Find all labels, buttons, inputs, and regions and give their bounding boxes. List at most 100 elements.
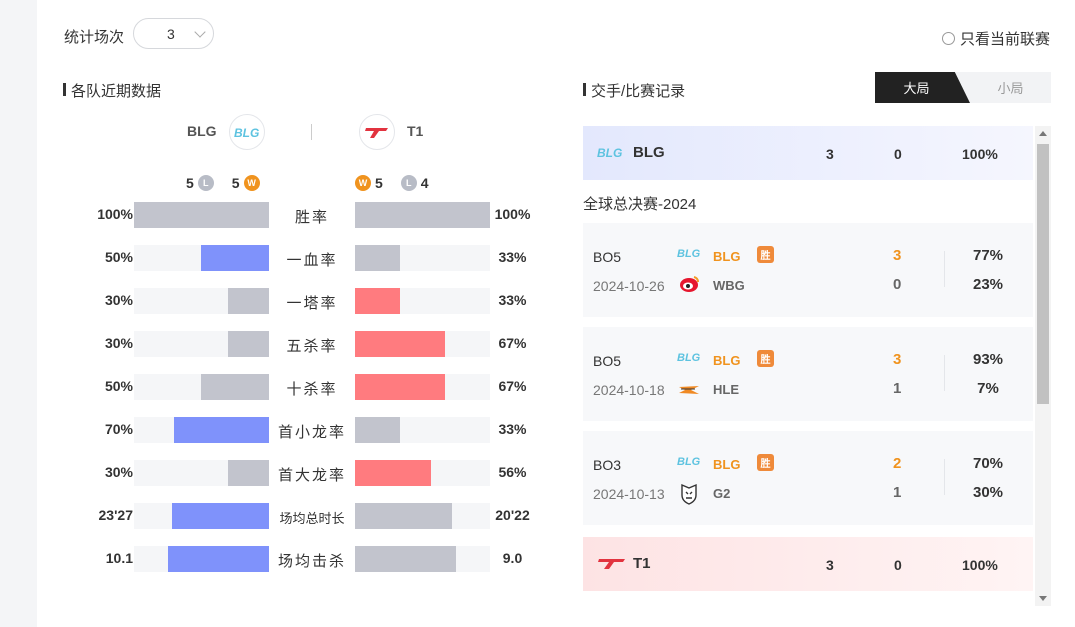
only-current-league-toggle[interactable]: 只看当前联赛 <box>941 28 1050 49</box>
team-b-stat-value: 33% <box>498 421 527 437</box>
left-section-title: 各队近期数据 <box>63 80 161 101</box>
team-b-bar-track <box>355 374 490 400</box>
team-a-bar-track <box>134 288 269 314</box>
match-card[interactable]: BO3 2024-10-13 BLG BLG G2 胜 2 1 70% 30% <box>583 431 1033 525</box>
loss-badge-icon: L <box>400 175 417 191</box>
team-b-bar-track <box>355 202 490 228</box>
team-a-bar-track <box>134 417 269 443</box>
stat-label: 首小龙率 <box>277 424 346 441</box>
team-b-stat-value: 56% <box>498 464 527 480</box>
tab-big[interactable]: 大局 <box>875 72 970 103</box>
team-a-bar <box>201 374 269 400</box>
team-b-name: T1 <box>407 123 424 139</box>
stat-row: 30% 首大龙率 56% <box>85 460 535 486</box>
svg-text:BLG: BLG <box>234 126 259 139</box>
stat-row: 100% 胜率 100% <box>85 202 535 228</box>
t1-logo-icon <box>359 114 395 150</box>
game-tabs: 大局 小局 <box>875 72 1051 103</box>
tab-small[interactable]: 小局 <box>997 81 1024 96</box>
team-b-bar-track <box>355 546 490 572</box>
loss-badge-icon: L <box>197 175 214 191</box>
match-pct2: 30% <box>972 484 1004 501</box>
team-b-bar <box>355 245 400 271</box>
blg-logo-icon: BLG <box>677 349 703 368</box>
stat-row: 50% 一血率 33% <box>85 245 535 271</box>
vs-divider <box>311 124 312 140</box>
match-pct1: 70% <box>972 455 1004 472</box>
team-b-wins: 5 <box>375 175 383 191</box>
stat-label: 胜率 <box>294 209 329 226</box>
stat-label: 场均总时长 <box>279 511 345 526</box>
team-a-losses: 5 <box>186 175 194 191</box>
scroll-down-icon[interactable] <box>1039 596 1047 601</box>
team-b-stat-value: 67% <box>498 335 527 351</box>
team-a-name: BLG <box>187 123 217 139</box>
blg-band-name: BLG <box>633 144 665 161</box>
team-a-bar <box>201 245 269 271</box>
stat-label: 五杀率 <box>286 338 338 355</box>
team-a-stat-value: 30% <box>104 292 133 308</box>
team-b-bar <box>355 331 445 357</box>
wbg-logo-icon <box>677 274 701 303</box>
hle-logo-icon <box>677 378 701 407</box>
match-pct1: 77% <box>972 247 1004 264</box>
blg-pct-value: 100% <box>962 146 998 162</box>
radio-icon[interactable] <box>941 32 955 45</box>
team-b-stat-value: 33% <box>498 292 527 308</box>
team-a-stat-value: 10.1 <box>105 550 133 566</box>
scrollbar[interactable] <box>1035 126 1051 606</box>
blg-losses-value: 0 <box>894 146 902 162</box>
match-team1-name: BLG <box>713 353 741 368</box>
stat-row: 30% 一塔率 33% <box>85 288 535 314</box>
match-score1: 2 <box>893 455 902 472</box>
win-tag-icon: 胜 <box>757 350 774 367</box>
count-label: 统计场次 <box>64 29 125 46</box>
scroll-up-icon[interactable] <box>1039 131 1047 136</box>
count-select[interactable]: 3 <box>133 18 214 49</box>
match-record-list[interactable]: BLG BLG W3 L0 %100% 全球总决赛-2024 BO5 2024-1… <box>583 126 1051 606</box>
match-format: BO5 <box>593 249 622 265</box>
team-b-record: W 5 L 4 <box>355 175 429 191</box>
stat-label: 首大龙率 <box>277 467 346 484</box>
blg-band-pct: %100% <box>962 146 998 162</box>
svg-text:BLG: BLG <box>597 146 622 159</box>
team-b-bar <box>355 202 490 228</box>
t1-summary-band: T1 W3 L0 %100% <box>583 537 1033 591</box>
team-a-bar-track <box>134 245 269 271</box>
svg-text:BLG: BLG <box>677 248 701 259</box>
blg-logo-icon: BLG <box>677 245 703 264</box>
scrollbar-thumb[interactable] <box>1037 144 1049 404</box>
stat-row: 30% 五杀率 67% <box>85 331 535 357</box>
team-b-losses: 4 <box>420 175 429 191</box>
stat-label: 一塔率 <box>286 295 338 312</box>
team-a-bar <box>168 546 269 572</box>
match-divider <box>944 251 945 287</box>
team-a-stat-value: 50% <box>104 378 133 394</box>
t1-band-pct: %100% <box>962 557 998 573</box>
win-tag-icon: 胜 <box>757 454 774 471</box>
blg-logo-icon: BLG <box>677 453 703 472</box>
stat-label: 十杀率 <box>286 381 338 398</box>
team-a-bar-track <box>134 202 269 228</box>
match-score2: 0 <box>893 276 902 293</box>
t1-band-name: T1 <box>633 555 651 572</box>
team-a-stat-value: 100% <box>97 206 133 222</box>
match-score2: 1 <box>893 484 902 501</box>
stat-row: 23'27 场均总时长 20'22 <box>85 503 535 529</box>
match-card[interactable]: BO5 2024-10-18 BLG BLG HLE 胜 3 1 93% 7% <box>583 327 1033 421</box>
team-a-stat-value: 30% <box>104 335 133 351</box>
right-section-title: 交手/比赛记录 <box>583 80 685 101</box>
t1-pct-value: 100% <box>962 557 998 573</box>
blg-summary-band: BLG BLG W3 L0 %100% <box>583 126 1033 180</box>
blg-band-losses: L0 <box>894 146 902 162</box>
t1-losses-value: 0 <box>894 557 902 573</box>
team-b-bar-track <box>355 288 490 314</box>
match-pct1: 93% <box>972 351 1004 368</box>
team-a-bar <box>134 202 269 228</box>
blg-band-wins: W3 <box>826 146 834 162</box>
team-b-stat-value: 9.0 <box>502 550 523 566</box>
team-a-record: 5 L 5 W <box>186 175 260 191</box>
stat-row: 70% 首小龙率 33% <box>85 417 535 443</box>
match-card[interactable]: BO5 2024-10-26 BLG BLG WBG 胜 3 0 77% 23% <box>583 223 1033 317</box>
team-a-bar <box>174 417 269 443</box>
